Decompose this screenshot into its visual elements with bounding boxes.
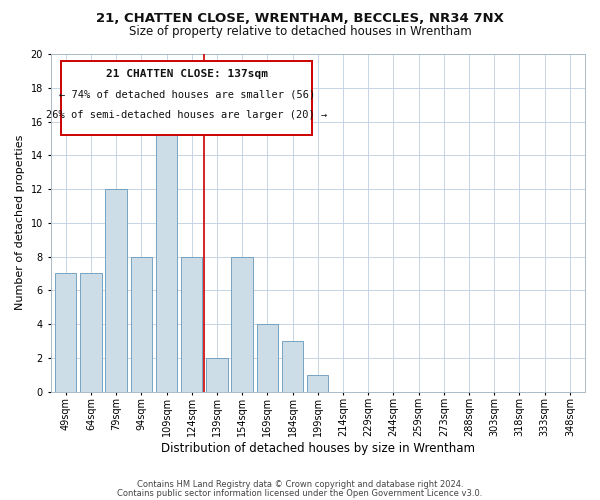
- Bar: [55, 274, 76, 392]
- Text: 26% of semi-detached houses are larger (20) →: 26% of semi-detached houses are larger (…: [46, 110, 328, 120]
- Text: Size of property relative to detached houses in Wrentham: Size of property relative to detached ho…: [128, 25, 472, 38]
- Y-axis label: Number of detached properties: Number of detached properties: [15, 135, 25, 310]
- X-axis label: Distribution of detached houses by size in Wrentham: Distribution of detached houses by size …: [161, 442, 475, 455]
- Bar: [232, 256, 253, 392]
- Bar: [131, 256, 152, 392]
- Text: Contains public sector information licensed under the Open Government Licence v3: Contains public sector information licen…: [118, 488, 482, 498]
- Bar: [282, 341, 303, 392]
- Bar: [257, 324, 278, 392]
- Bar: [181, 256, 202, 392]
- Bar: [106, 189, 127, 392]
- FancyBboxPatch shape: [61, 61, 313, 135]
- Text: 21, CHATTEN CLOSE, WRENTHAM, BECCLES, NR34 7NX: 21, CHATTEN CLOSE, WRENTHAM, BECCLES, NR…: [96, 12, 504, 26]
- Bar: [80, 274, 101, 392]
- Bar: [156, 122, 177, 392]
- Text: 21 CHATTEN CLOSE: 137sqm: 21 CHATTEN CLOSE: 137sqm: [106, 69, 268, 79]
- Bar: [307, 374, 328, 392]
- Bar: [206, 358, 227, 392]
- Text: ← 74% of detached houses are smaller (56): ← 74% of detached houses are smaller (56…: [59, 90, 315, 100]
- Text: Contains HM Land Registry data © Crown copyright and database right 2024.: Contains HM Land Registry data © Crown c…: [137, 480, 463, 489]
